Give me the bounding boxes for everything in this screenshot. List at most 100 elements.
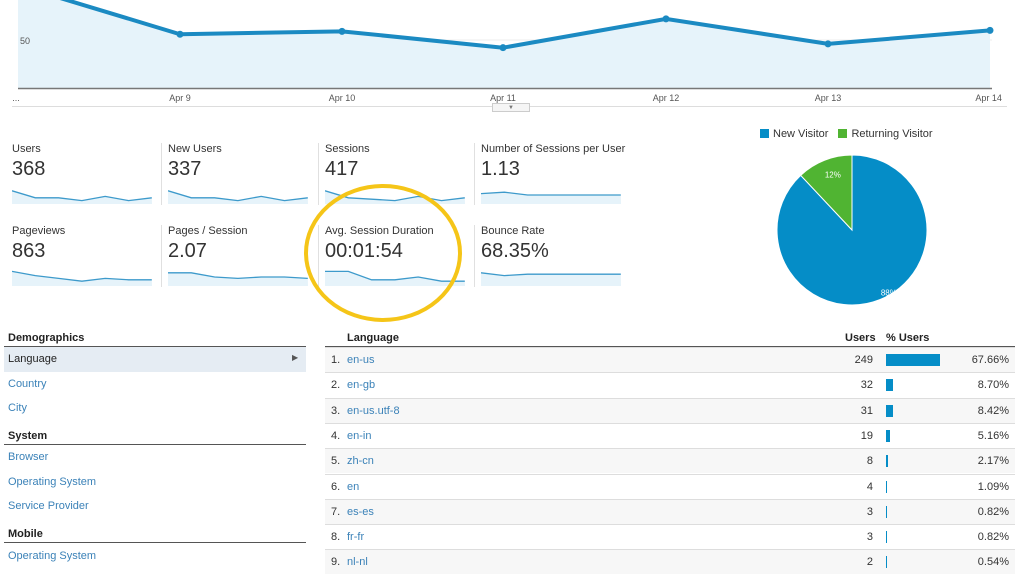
trend-point-Apr 9: [176, 30, 184, 38]
metric-label: Number of Sessions per User: [481, 143, 626, 155]
users-value: 2: [866, 556, 873, 569]
x-tick-label: Apr 11: [490, 93, 516, 103]
language-link[interactable]: fr-fr: [347, 531, 365, 544]
users-value: 31: [860, 404, 873, 417]
legend-item-new-visitor[interactable]: New Visitor: [760, 128, 828, 140]
pct-value: 0.54%: [977, 556, 1009, 569]
language-link[interactable]: zh-cn: [347, 455, 374, 468]
users-value: 8: [866, 455, 873, 468]
metric-sparkline: [325, 270, 465, 286]
highlight-circle: [304, 184, 462, 322]
pct-value: 5.16%: [977, 429, 1009, 442]
metric-value: 00:01:54: [325, 240, 403, 262]
x-tick-label: ...: [12, 93, 20, 103]
metric-label: Users: [12, 143, 41, 155]
row-number: 7.: [331, 505, 341, 518]
metric-pageviews[interactable]: Pageviews 863: [12, 225, 162, 300]
pct-bar: [886, 505, 887, 518]
pct-bar: [886, 480, 887, 493]
row-number: 4.: [331, 429, 341, 442]
x-tick-label: Apr 10: [328, 93, 356, 103]
metric-number-of-sessions-per-user[interactable]: Number of Sessions per User 1.13: [481, 143, 631, 218]
language-link[interactable]: es-es: [347, 505, 374, 518]
pct-bar: [886, 404, 893, 417]
table-row: 1. en-us 249 67.66%: [325, 347, 1015, 372]
pct-bar: [886, 379, 893, 392]
col-header-users[interactable]: Users: [845, 332, 876, 344]
metric-label: Bounce Rate: [481, 225, 545, 237]
trend-point-Apr 14: [986, 26, 994, 34]
metric-sparkline: [481, 272, 621, 286]
nav-item-service-provider[interactable]: Service Provider: [8, 500, 89, 512]
nav-item-browser[interactable]: Browser: [8, 451, 49, 463]
trend-point-Apr 13: [824, 40, 832, 48]
nav-item-city[interactable]: City: [8, 402, 27, 414]
table-row: 2. en-gb 32 8.70%: [325, 372, 1015, 398]
nav-item-operating-system[interactable]: Operating System: [8, 476, 97, 488]
table-row: 4. en-in 19 5.16%: [325, 422, 1015, 448]
table-row: 3. en-us.utf-8 31 8.42%: [325, 397, 1015, 423]
chart-collapse-button[interactable]: ▼: [492, 103, 530, 112]
metric-sparkline: [12, 190, 152, 204]
trend-point-Apr 12: [662, 15, 670, 23]
language-link[interactable]: en-us: [347, 354, 375, 366]
metric-label: New Users: [168, 143, 222, 155]
y-tick-50: 50: [20, 36, 30, 46]
users-value: 3: [866, 505, 873, 518]
table-row: 8. fr-fr 3 0.82%: [325, 524, 1015, 550]
language-link[interactable]: en: [347, 480, 360, 493]
nav-item-language[interactable]: Language: [8, 353, 57, 365]
metric-value: 2.07: [168, 240, 207, 262]
selected-item-bg: [4, 347, 306, 372]
language-link[interactable]: en-us.utf-8: [347, 404, 400, 417]
x-tick-label: Apr 12: [652, 93, 680, 103]
pct-value: 2.17%: [977, 455, 1009, 468]
users-value: 32: [860, 379, 873, 392]
row-number: 3.: [331, 404, 341, 417]
language-link[interactable]: en-in: [347, 429, 372, 442]
metric-sparkline: [168, 272, 308, 286]
pct-value: 0.82%: [977, 505, 1009, 518]
pct-bar: [886, 354, 940, 366]
row-number: 5.: [331, 455, 341, 468]
col-header-pct-users[interactable]: % Users: [886, 332, 930, 344]
pct-bar: [886, 455, 888, 468]
metric-bounce-rate[interactable]: Bounce Rate 68.35%: [481, 225, 631, 300]
metric-label: Sessions: [325, 143, 370, 155]
metric-pages-session[interactable]: Pages / Session 2.07: [168, 225, 318, 300]
divider: [4, 542, 306, 543]
col-header-language[interactable]: Language: [347, 332, 399, 344]
metric-avg-session-duration[interactable]: Avg. Session Duration 00:01:54: [325, 225, 475, 300]
sessions-trend-chart: 50: [18, 0, 994, 90]
chevron-right-icon: ▶: [292, 353, 299, 362]
language-link[interactable]: nl-nl: [347, 556, 368, 569]
pct-bar: [886, 531, 887, 544]
metric-users[interactable]: Users 368: [12, 143, 162, 218]
row-number: 1.: [331, 354, 341, 366]
pct-value: 1.09%: [977, 480, 1009, 493]
nav-item-country[interactable]: Country: [8, 378, 47, 390]
x-tick-label: Apr 9: [169, 93, 191, 103]
metric-label: Avg. Session Duration: [325, 225, 434, 237]
pct-value: 8.42%: [977, 404, 1009, 417]
users-value: 4: [866, 480, 873, 493]
pct-bar: [886, 556, 887, 569]
pie-legend: New Visitor Returning Visitor: [760, 128, 933, 140]
pct-value: 0.82%: [977, 531, 1009, 544]
metric-value: 68.35%: [481, 240, 549, 262]
row-number: 2.: [331, 379, 341, 392]
visitor-pie-chart: 88% 12%: [776, 154, 928, 306]
section-system: System: [8, 430, 48, 442]
pie-data-label: 12%: [825, 171, 841, 180]
pie-slice-returning-visitor: [799, 154, 853, 232]
pct-bar: [886, 429, 891, 442]
metric-new-users[interactable]: New Users 337: [168, 143, 318, 218]
metric-value: 1.13: [481, 158, 520, 180]
legend-item-returning-visitor[interactable]: Returning Visitor: [838, 128, 933, 140]
x-tick-label: Apr 14: [975, 93, 1002, 103]
language-link[interactable]: en-gb: [347, 379, 376, 392]
table-row: 9. nl-nl 2 0.54%: [325, 549, 1015, 574]
pct-value: 8.70%: [977, 379, 1009, 392]
metric-sparkline: [168, 190, 308, 204]
nav-item-operating-system[interactable]: Operating System: [8, 550, 97, 562]
